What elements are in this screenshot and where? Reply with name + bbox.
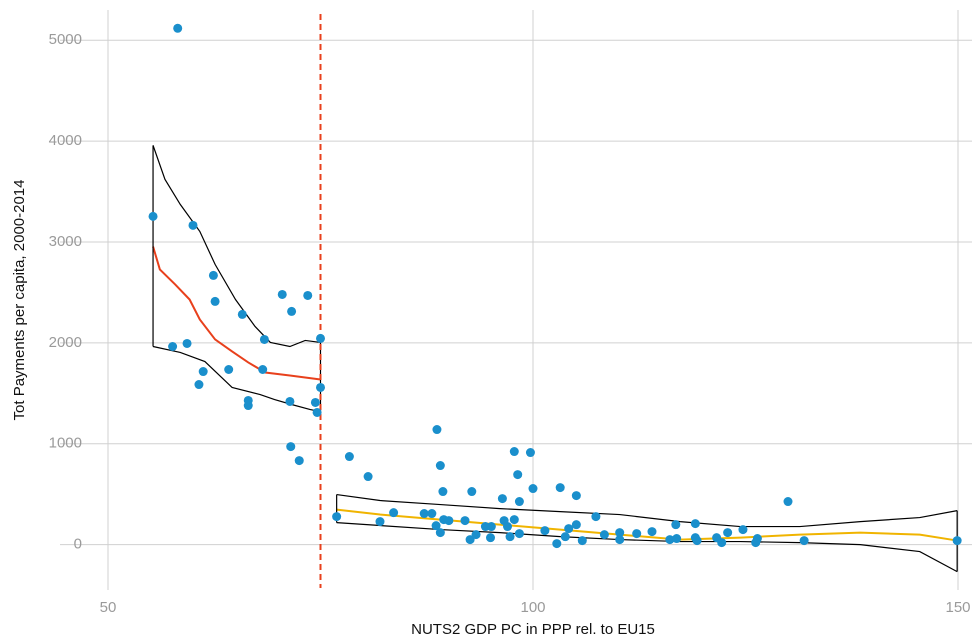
point bbox=[168, 342, 178, 352]
point bbox=[525, 448, 535, 458]
point bbox=[514, 529, 524, 539]
point bbox=[952, 536, 962, 546]
point bbox=[198, 367, 208, 377]
fit-line bbox=[336, 508, 958, 542]
point bbox=[435, 461, 445, 471]
point bbox=[564, 524, 574, 534]
y-tick-label: 3000 bbox=[49, 233, 82, 250]
point bbox=[591, 512, 601, 522]
point bbox=[277, 289, 287, 299]
y-tick-label: 2000 bbox=[49, 334, 82, 351]
point bbox=[783, 497, 793, 507]
point bbox=[332, 512, 342, 522]
point bbox=[148, 211, 158, 221]
point bbox=[752, 534, 762, 544]
point bbox=[285, 396, 295, 406]
point bbox=[316, 382, 325, 392]
point bbox=[671, 520, 681, 530]
point bbox=[363, 472, 373, 482]
point bbox=[692, 536, 702, 546]
fit-line bbox=[152, 345, 321, 413]
point bbox=[465, 535, 475, 545]
point bbox=[460, 516, 470, 526]
point bbox=[672, 534, 682, 544]
point bbox=[431, 521, 441, 531]
point bbox=[471, 530, 481, 540]
point bbox=[194, 380, 204, 390]
x-tick-label: 100 bbox=[520, 599, 545, 616]
fit-line bbox=[336, 522, 958, 573]
y-tick-label: 4000 bbox=[49, 132, 82, 149]
point bbox=[503, 522, 512, 532]
point bbox=[467, 487, 477, 497]
point bbox=[303, 290, 313, 300]
point bbox=[486, 533, 495, 543]
point bbox=[723, 528, 733, 538]
point bbox=[486, 522, 496, 532]
point bbox=[690, 519, 700, 529]
point bbox=[435, 528, 445, 538]
point bbox=[432, 425, 442, 435]
point bbox=[528, 484, 538, 494]
point bbox=[258, 364, 268, 374]
point bbox=[560, 532, 570, 542]
point bbox=[599, 530, 609, 540]
point bbox=[555, 483, 565, 493]
fit-line bbox=[152, 145, 321, 348]
point bbox=[344, 452, 354, 462]
point bbox=[497, 494, 507, 504]
y-tick-label: 0 bbox=[74, 536, 82, 553]
point bbox=[259, 334, 269, 344]
fit-line bbox=[336, 493, 958, 528]
point bbox=[513, 470, 523, 480]
point bbox=[173, 23, 183, 33]
point bbox=[444, 516, 454, 526]
y-tick-label: 5000 bbox=[49, 31, 82, 48]
point bbox=[552, 539, 562, 549]
x-tick-label: 50 bbox=[100, 599, 117, 616]
point bbox=[509, 447, 519, 457]
point bbox=[647, 527, 657, 537]
point bbox=[615, 528, 625, 538]
point bbox=[540, 526, 550, 536]
point bbox=[419, 509, 429, 519]
y-axis-label: Tot Payments per capita, 2000-2014 bbox=[11, 180, 28, 421]
point bbox=[243, 401, 253, 411]
point bbox=[665, 535, 675, 545]
y-tick-label: 1000 bbox=[49, 435, 82, 452]
point bbox=[375, 517, 385, 527]
point bbox=[571, 491, 581, 501]
x-axis-label: NUTS2 GDP PC in PPP rel. to EU15 bbox=[411, 621, 655, 638]
point bbox=[505, 532, 515, 542]
point bbox=[389, 508, 399, 518]
point bbox=[632, 529, 642, 539]
fit-line bbox=[152, 246, 321, 381]
point bbox=[514, 497, 524, 507]
point bbox=[738, 525, 748, 535]
x-tick-label: 150 bbox=[945, 599, 970, 616]
point bbox=[237, 309, 247, 319]
point bbox=[224, 364, 234, 374]
point bbox=[799, 536, 809, 546]
point bbox=[427, 509, 437, 519]
point bbox=[210, 296, 220, 306]
point bbox=[310, 397, 320, 407]
point bbox=[294, 456, 304, 466]
point bbox=[571, 520, 581, 530]
point bbox=[312, 407, 322, 417]
point bbox=[717, 538, 727, 548]
point bbox=[438, 487, 448, 497]
point bbox=[208, 270, 218, 280]
point bbox=[615, 535, 625, 545]
point bbox=[182, 338, 192, 348]
point bbox=[509, 515, 519, 525]
point bbox=[188, 220, 198, 230]
point bbox=[287, 306, 297, 316]
point bbox=[316, 333, 325, 343]
point bbox=[286, 442, 296, 452]
point bbox=[577, 536, 587, 546]
